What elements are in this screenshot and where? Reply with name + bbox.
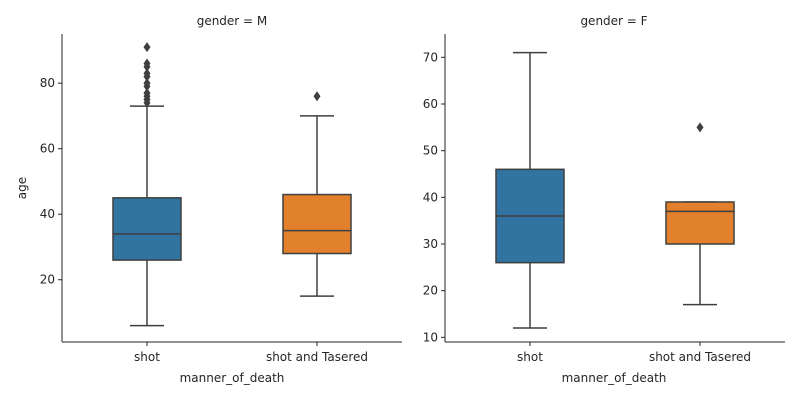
iqr-box [112, 197, 182, 261]
box-group [112, 42, 352, 327]
panel-gender-f: gender = F 10 20 30 40 50 60 70 shot shot and T… [423, 14, 785, 385]
y-tick-label: 70 [423, 50, 438, 64]
y-tick-label: 10 [423, 330, 438, 344]
y-tick-label: 30 [423, 237, 438, 251]
x-axis-label: manner_of_death [180, 371, 285, 385]
x-axis-ticks: shot shot and Tasered [517, 342, 751, 364]
x-tick-label: shot and Tasered [266, 350, 368, 364]
y-tick-label: 50 [423, 144, 438, 158]
outlier-point [143, 78, 151, 89]
y-tick-label: 40 [40, 207, 55, 221]
box-shot [112, 42, 182, 327]
x-tick-label: shot and Tasered [649, 350, 751, 364]
box-shot-and-Tasered [665, 122, 735, 306]
y-tick-label: 60 [40, 142, 55, 156]
panel-title: gender = F [580, 14, 647, 28]
panel-gender-m: gender = M 20 40 60 80 shot shot and Tasered… [15, 14, 402, 385]
box-shot-and-Tasered [282, 91, 352, 297]
iqr-box [665, 201, 735, 245]
box-shot [495, 51, 565, 329]
x-tick-label: shot [134, 350, 160, 364]
panel-title: gender = M [197, 14, 268, 28]
outlier-point [313, 91, 321, 102]
y-tick-label: 20 [40, 273, 55, 287]
y-axis-ticks: 10 20 30 40 50 60 70 [423, 50, 445, 344]
outlier-point [696, 122, 704, 133]
y-tick-label: 60 [423, 97, 438, 111]
y-tick-label: 20 [423, 284, 438, 298]
y-axis-label: age [15, 177, 29, 199]
y-tick-label: 80 [40, 76, 55, 90]
x-tick-label: shot [517, 350, 543, 364]
outlier-point [143, 42, 151, 53]
iqr-box [282, 193, 352, 255]
x-axis-ticks: shot shot and Tasered [134, 342, 368, 364]
box-group [495, 51, 735, 329]
outlier-point [143, 87, 151, 98]
y-axis-ticks: 20 40 60 80 [40, 76, 62, 287]
x-axis-label: manner_of_death [562, 371, 667, 385]
y-tick-label: 40 [423, 190, 438, 204]
outlier-point [143, 58, 151, 69]
outlier-point [143, 68, 151, 79]
